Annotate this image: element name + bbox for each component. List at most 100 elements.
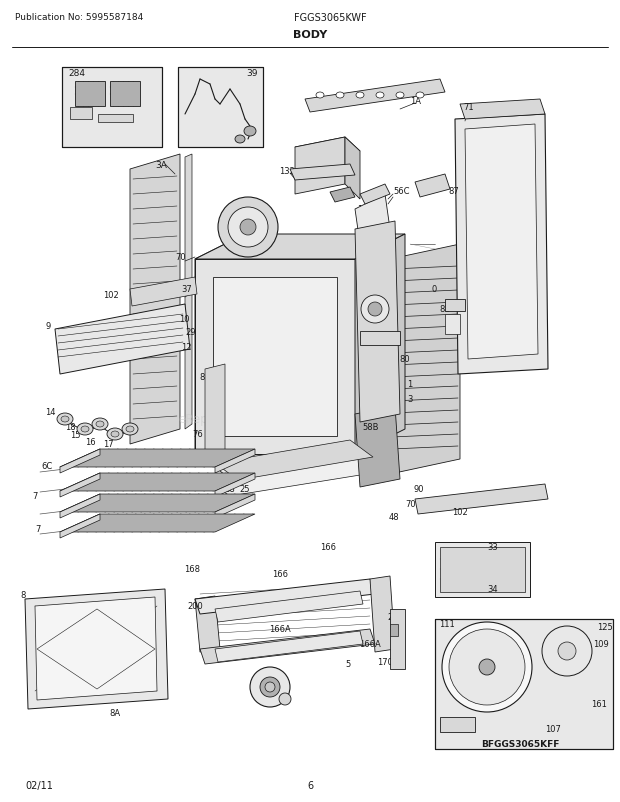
Polygon shape	[355, 221, 400, 423]
Polygon shape	[370, 577, 395, 652]
Polygon shape	[185, 155, 192, 429]
Polygon shape	[195, 596, 220, 652]
Polygon shape	[215, 591, 363, 622]
Text: 18: 18	[65, 423, 76, 432]
Text: eReplacementParts.com: eReplacementParts.com	[179, 413, 322, 426]
Text: 16: 16	[85, 438, 95, 447]
Text: 161: 161	[591, 699, 607, 709]
Text: 109: 109	[593, 640, 609, 649]
Text: 59: 59	[327, 173, 337, 182]
Text: 9: 9	[45, 322, 51, 331]
Polygon shape	[205, 435, 385, 480]
Text: 102: 102	[103, 291, 119, 300]
Text: 168: 168	[184, 565, 200, 573]
Bar	[75, 82, 105, 107]
Text: 166: 166	[320, 543, 336, 552]
Text: 119: 119	[234, 225, 254, 234]
Bar	[62, 68, 162, 148]
Text: 7: 7	[35, 525, 41, 534]
Polygon shape	[60, 449, 100, 473]
Text: 166A: 166A	[269, 625, 291, 634]
Text: 3: 3	[407, 395, 412, 404]
Bar	[440, 717, 475, 732]
Text: 87: 87	[448, 187, 459, 196]
Bar	[178, 68, 263, 148]
Text: 200: 200	[187, 602, 203, 611]
Polygon shape	[205, 455, 385, 496]
Polygon shape	[215, 473, 255, 497]
Ellipse shape	[376, 93, 384, 99]
Bar	[98, 115, 133, 123]
Text: 272: 272	[368, 340, 384, 349]
Text: 7: 7	[32, 492, 38, 501]
Polygon shape	[215, 449, 255, 473]
Text: 102: 102	[452, 508, 468, 516]
Text: 170: 170	[297, 640, 313, 649]
Polygon shape	[305, 80, 445, 113]
Text: 1: 1	[407, 380, 412, 389]
Ellipse shape	[336, 93, 344, 99]
Ellipse shape	[449, 630, 525, 705]
Text: 12: 12	[181, 343, 191, 352]
Bar	[390, 610, 405, 669]
Polygon shape	[55, 305, 190, 375]
Text: 58B: 58B	[362, 423, 378, 432]
Text: 111: 111	[439, 620, 455, 629]
Text: 70: 70	[175, 253, 185, 262]
Text: 90: 90	[413, 485, 423, 494]
Text: 6: 6	[307, 780, 313, 790]
Bar	[445, 314, 460, 334]
Ellipse shape	[218, 198, 278, 257]
Ellipse shape	[122, 423, 138, 435]
Polygon shape	[35, 597, 157, 700]
Text: 02/11: 02/11	[25, 780, 53, 790]
Bar	[62, 68, 162, 148]
Polygon shape	[330, 188, 355, 203]
Text: Publication No: 5995587184: Publication No: 5995587184	[15, 14, 143, 22]
Text: 88: 88	[224, 485, 236, 494]
Text: 80: 80	[399, 355, 410, 364]
Text: 2: 2	[241, 305, 247, 314]
Ellipse shape	[228, 208, 268, 248]
Polygon shape	[295, 138, 345, 195]
Polygon shape	[60, 473, 255, 492]
Text: 170: 170	[377, 658, 393, 666]
Ellipse shape	[250, 667, 290, 707]
Text: 5: 5	[255, 687, 260, 697]
Polygon shape	[460, 100, 545, 119]
Polygon shape	[195, 579, 375, 614]
Text: 90A: 90A	[228, 215, 244, 225]
Text: 33: 33	[487, 543, 498, 552]
Text: 201: 201	[387, 613, 403, 622]
Polygon shape	[415, 484, 548, 514]
Polygon shape	[60, 494, 255, 512]
Bar	[110, 82, 140, 107]
Text: 0: 0	[432, 286, 437, 294]
Ellipse shape	[368, 302, 382, 317]
Text: 29: 29	[186, 328, 197, 337]
Text: 10: 10	[179, 315, 189, 324]
Text: 131: 131	[357, 205, 373, 214]
Text: 107: 107	[545, 724, 561, 734]
Text: 70: 70	[405, 500, 415, 508]
Text: 166A: 166A	[359, 640, 381, 649]
Ellipse shape	[479, 659, 495, 675]
Ellipse shape	[356, 93, 364, 99]
Polygon shape	[195, 235, 245, 455]
Polygon shape	[215, 494, 255, 518]
Text: 34: 34	[488, 585, 498, 593]
Polygon shape	[215, 631, 363, 662]
Text: 35: 35	[362, 243, 373, 252]
Ellipse shape	[235, 136, 245, 144]
Polygon shape	[60, 514, 100, 538]
Polygon shape	[195, 235, 405, 260]
Bar	[435, 619, 613, 749]
Text: 125: 125	[597, 622, 613, 632]
Bar	[440, 547, 525, 592]
Bar	[178, 68, 263, 148]
Polygon shape	[215, 440, 373, 480]
Text: 42: 42	[232, 455, 242, 464]
Ellipse shape	[442, 622, 532, 712]
Polygon shape	[355, 407, 400, 488]
Bar	[70, 107, 92, 119]
